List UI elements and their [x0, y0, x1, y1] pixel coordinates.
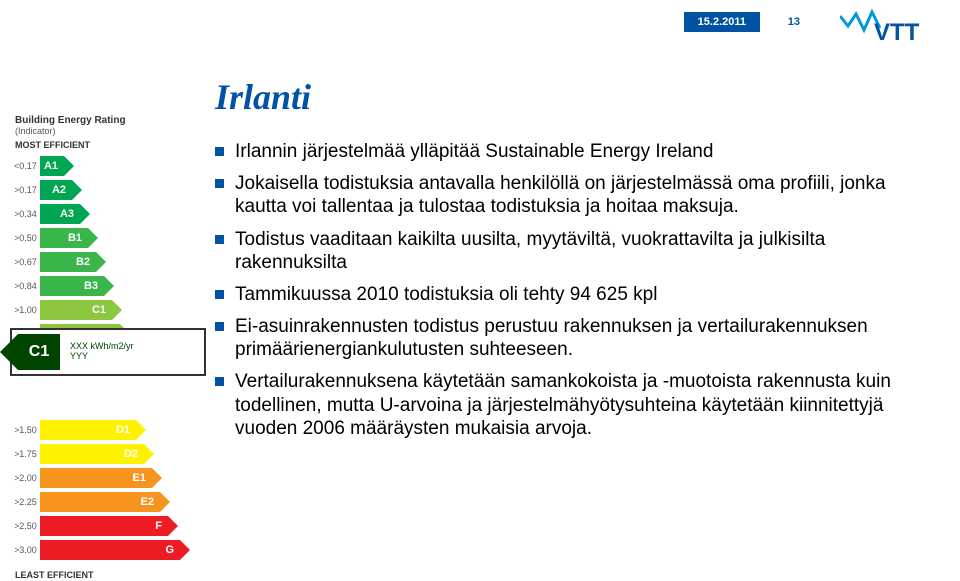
chart-row: >1.00C1 — [10, 298, 210, 322]
chart-subtitle: (Indicator) — [10, 126, 210, 136]
chart-row: >0.84B3 — [10, 274, 210, 298]
bar-arrow-tip — [168, 516, 178, 536]
chart-least-label: LEAST EFFICIENT — [15, 570, 94, 580]
pointer-grade: C1 — [18, 334, 60, 370]
chart-row-label: >0.67 — [10, 257, 40, 267]
pointer-line2: YYY — [70, 352, 134, 362]
bar-arrow-tip — [72, 180, 82, 200]
bar-arrow-tip — [160, 492, 170, 512]
bullet-item: Jokaisella todistuksia antavalla henkilö… — [215, 172, 915, 218]
bullet-list: Irlannin järjestelmää ylläpitää Sustaina… — [215, 140, 915, 440]
chart-row-label: >3.00 — [10, 545, 40, 555]
chart-bar: A3 — [40, 204, 80, 224]
chart-row-label: >0.34 — [10, 209, 40, 219]
chart-title: Building Energy Rating — [10, 115, 210, 126]
chart-row-label: >1.50 — [10, 425, 40, 435]
rating-pointer: C1 XXX kWh/m2/yr YYY — [10, 328, 206, 376]
chart-row: <0.17A1 — [10, 154, 210, 178]
bar-arrow-tip — [64, 156, 74, 176]
chart-bar: G — [40, 540, 180, 560]
bar-arrow-tip — [112, 300, 122, 320]
content: Irlannin järjestelmää ylläpitää Sustaina… — [215, 140, 915, 449]
chart-bar: D1 — [40, 420, 136, 440]
bar-arrow-tip — [180, 540, 190, 560]
chart-row-label: >0.50 — [10, 233, 40, 243]
page-number: 13 — [788, 16, 800, 28]
chart-row: >2.00E1 — [10, 466, 210, 490]
chart-row: >0.50B1 — [10, 226, 210, 250]
pointer-text: XXX kWh/m2/yr YYY — [70, 342, 134, 362]
chart-bar: A2 — [40, 180, 72, 200]
vtt-logo: VTT — [840, 8, 930, 48]
chart-bar: B2 — [40, 252, 96, 272]
bullet-item: Ei-asuinrakennusten todistus perustuu ra… — [215, 315, 915, 361]
page-title: Irlanti — [215, 76, 311, 118]
chart-row-label: >1.75 — [10, 449, 40, 459]
bullet-item: Vertailurakennuksena käytetään samankoko… — [215, 370, 915, 440]
chart-row: >1.50D1 — [10, 418, 210, 442]
chart-row: >2.25E2 — [10, 490, 210, 514]
bar-arrow-tip — [152, 468, 162, 488]
chart-bar: C1 — [40, 300, 112, 320]
chart-row: >0.67B2 — [10, 250, 210, 274]
chart-row-label: >1.00 — [10, 305, 40, 315]
chart-row-label: >2.50 — [10, 521, 40, 531]
bar-arrow-tip — [136, 420, 146, 440]
chart-bar: B3 — [40, 276, 104, 296]
chart-row-label: >2.00 — [10, 473, 40, 483]
chart-row: >0.34A3 — [10, 202, 210, 226]
chart-row: >1.75D2 — [10, 442, 210, 466]
chart-row-label: <0.17 — [10, 161, 40, 171]
bar-arrow-tip — [88, 228, 98, 248]
chart-bar: E2 — [40, 492, 160, 512]
chart-bar: A1 — [40, 156, 64, 176]
chart-row: >0.17A2 — [10, 178, 210, 202]
chart-bar: D2 — [40, 444, 144, 464]
chart-row: >2.50F — [10, 514, 210, 538]
chart-bar: B1 — [40, 228, 88, 248]
bullet-item: Tammikuussa 2010 todistuksia oli tehty 9… — [215, 283, 915, 306]
svg-text:VTT: VTT — [874, 19, 920, 46]
bar-arrow-tip — [104, 276, 114, 296]
chart-row: >3.00G — [10, 538, 210, 562]
date-badge: 15.2.2011 — [684, 12, 760, 32]
bar-arrow-tip — [80, 204, 90, 224]
chart-bar: E1 — [40, 468, 152, 488]
bullet-item: Todistus vaaditaan kaikilta uusilta, myy… — [215, 228, 915, 274]
bar-arrow-tip — [144, 444, 154, 464]
chart-row-label: >0.17 — [10, 185, 40, 195]
chart-most-label: MOST EFFICIENT — [10, 140, 210, 150]
chart-bar: F — [40, 516, 168, 536]
chart-row-label: >0.84 — [10, 281, 40, 291]
chart-row-label: >2.25 — [10, 497, 40, 507]
bar-arrow-tip — [96, 252, 106, 272]
header: 15.2.2011 13 VTT — [0, 0, 960, 55]
bullet-item: Irlannin järjestelmää ylläpitää Sustaina… — [215, 140, 915, 163]
